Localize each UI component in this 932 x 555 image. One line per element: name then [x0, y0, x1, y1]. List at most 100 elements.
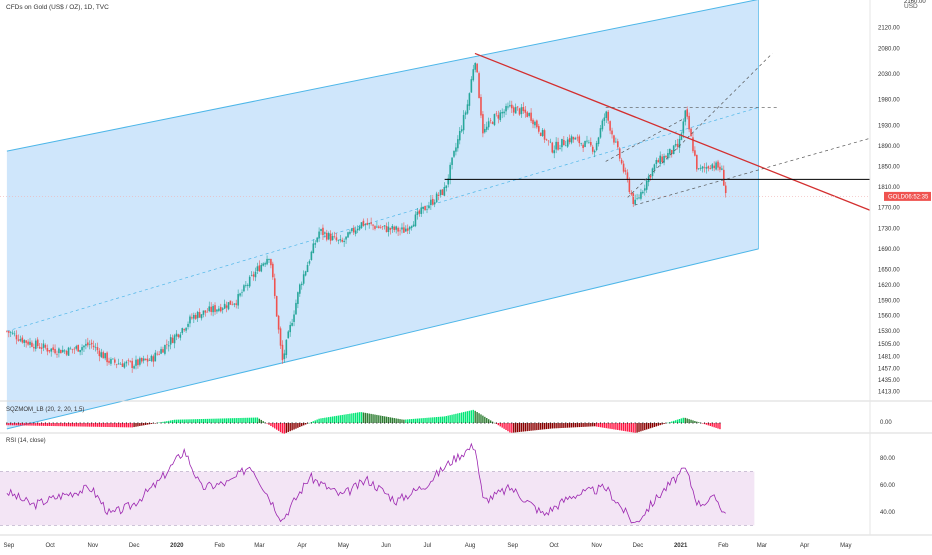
sqz-bar — [231, 418, 234, 423]
sqz-bar — [50, 423, 52, 427]
sqz-dot — [441, 422, 444, 424]
sqz-dot — [565, 422, 567, 424]
candle-body — [21, 337, 24, 343]
candle-body — [44, 345, 47, 348]
sqz-bar — [570, 423, 573, 428]
sqz-bar — [29, 423, 31, 426]
candle-body — [191, 317, 193, 319]
candle-body — [164, 344, 166, 354]
sqz-bar — [688, 419, 690, 423]
candle-body — [451, 157, 453, 165]
sqz-bar — [245, 417, 247, 423]
sqz-bar — [605, 423, 607, 429]
sqz-bar — [212, 418, 214, 423]
candle-body — [678, 138, 681, 148]
candle-body — [158, 353, 160, 355]
candle-body — [383, 225, 386, 227]
sqz-bar — [528, 423, 530, 431]
sqz-dot — [495, 422, 497, 424]
candle-body — [214, 305, 216, 312]
candle-body — [393, 226, 396, 231]
candle-body — [125, 361, 128, 364]
candle-body — [308, 261, 311, 264]
candle-body — [676, 143, 679, 147]
rsi-pane[interactable]: RSI (14, close) 80.00 60.00 40.00 — [0, 438, 896, 526]
sqz-bar — [94, 423, 97, 427]
candle-body — [237, 294, 239, 306]
candle-body — [719, 166, 721, 170]
candle-body — [723, 169, 725, 186]
candle-body — [370, 222, 372, 224]
candle-body — [167, 345, 170, 347]
time-tick: Sep — [4, 543, 15, 549]
price-tick: 1930.00 — [878, 123, 900, 129]
sqz-dot — [630, 422, 632, 424]
price-tick: 2120.00 — [878, 26, 900, 32]
sqz-dot — [592, 422, 594, 424]
sqz-bar — [202, 418, 205, 423]
candle-body — [69, 348, 72, 350]
sqz-bar — [584, 423, 586, 427]
sqz-bar — [281, 423, 284, 434]
sqz-bar — [337, 415, 340, 423]
sqz-bar — [60, 423, 62, 427]
time-axis[interactable]: Sep Oct Nov Dec 2020 Feb Mar Apr May Jun Jul Aug Sep… — [4, 543, 852, 549]
candle-body — [36, 339, 39, 347]
price-tick: 1770.00 — [878, 206, 900, 212]
candle-body — [399, 230, 401, 232]
candle-body — [412, 224, 415, 227]
candle-body — [564, 145, 567, 147]
sqz-bar — [491, 421, 494, 423]
sqz-bar — [166, 421, 168, 423]
sqz-dot — [272, 422, 274, 424]
sqz-bar — [489, 420, 492, 423]
candle-body — [694, 150, 696, 156]
price-pane[interactable] — [0, 0, 871, 430]
candle-body — [185, 327, 187, 331]
candle-body — [516, 106, 519, 108]
candle-body — [326, 232, 328, 240]
sqz-bar — [343, 414, 345, 423]
candle-body — [75, 346, 78, 349]
price-axis[interactable]: 2120.00 2080.00 2030.00 1980.00 1930.00 1890.… — [878, 0, 926, 395]
candle-body — [368, 223, 370, 225]
sqz-dot — [638, 422, 640, 424]
sqz-bar — [73, 423, 76, 427]
squeeze-momentum-pane[interactable]: SQZMOM_LB (20, 2, 20, 1.5) 0.00 — [6, 407, 892, 434]
candle-body — [40, 347, 43, 349]
sqz-bar — [256, 417, 259, 423]
sqz-dot — [515, 422, 517, 424]
candle-body — [233, 303, 236, 305]
sqz-bar — [416, 418, 419, 423]
candle-body — [202, 310, 205, 315]
sqz-dot — [657, 422, 659, 424]
sqz-dot — [56, 422, 58, 424]
candle-body — [96, 347, 99, 351]
sqz-bar — [141, 423, 143, 426]
sqz-bar — [241, 417, 243, 423]
candle-body — [420, 207, 423, 214]
sqz-bar — [62, 423, 64, 427]
candle-body — [46, 348, 49, 352]
sqz-bar — [505, 423, 507, 430]
sqz-bar — [104, 423, 106, 427]
candle-body — [543, 130, 546, 140]
sqz-dot — [476, 422, 478, 424]
candle-body — [462, 114, 465, 131]
candle-body — [474, 63, 476, 70]
dashed-lower-channel-projection — [634, 137, 871, 206]
candle-body — [649, 175, 652, 178]
sqz-dot — [60, 422, 62, 424]
sqz-bar — [356, 412, 359, 423]
candle-body — [9, 332, 12, 333]
candle-body — [341, 239, 344, 242]
sqz-bar — [164, 421, 166, 423]
price-tick: 1413.00 — [878, 389, 900, 395]
candle-body — [63, 350, 66, 352]
candle-body — [252, 274, 255, 277]
sqz-dot — [449, 422, 451, 424]
sqz-bar — [543, 423, 546, 430]
sqz-bar — [31, 423, 33, 426]
